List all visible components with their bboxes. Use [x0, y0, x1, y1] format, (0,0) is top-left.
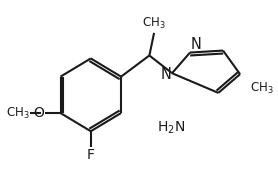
- Text: CH$_3$: CH$_3$: [6, 106, 29, 121]
- Text: O: O: [34, 106, 44, 120]
- Text: CH$_3$: CH$_3$: [142, 16, 166, 31]
- Text: H$_2$N: H$_2$N: [157, 119, 185, 136]
- Text: F: F: [87, 148, 95, 162]
- Text: CH$_3$: CH$_3$: [250, 80, 273, 96]
- Text: N: N: [160, 67, 171, 82]
- Text: N: N: [191, 37, 202, 52]
